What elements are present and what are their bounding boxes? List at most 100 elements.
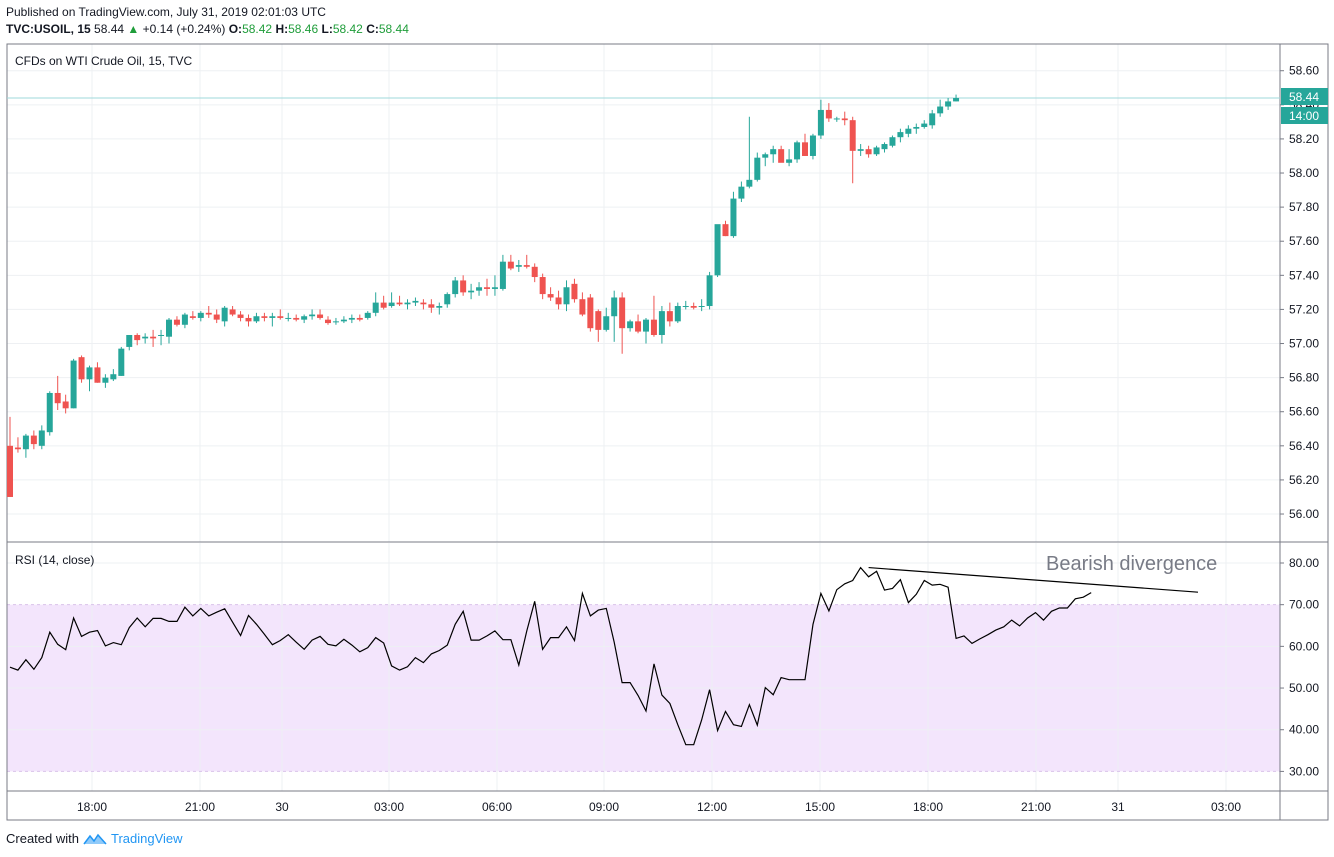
candle-body-100 xyxy=(802,142,808,156)
candle-63 xyxy=(507,254,514,271)
candle-body-118 xyxy=(945,101,952,107)
candle-100 xyxy=(802,133,808,156)
candle-body-15 xyxy=(126,334,133,347)
candle-body-83 xyxy=(666,311,673,322)
rsi-tick-label-0: 30.00 xyxy=(1289,764,1319,778)
candle-body-94 xyxy=(754,157,761,180)
candle-body-44 xyxy=(356,317,363,320)
symbol-name[interactable]: TVC:USOIL, 15 xyxy=(6,22,91,36)
candle-64 xyxy=(515,259,522,272)
candle-84 xyxy=(674,302,681,324)
candle-body-106 xyxy=(849,120,856,151)
rsi-tick-label-3: 60.00 xyxy=(1289,639,1319,653)
candle-82 xyxy=(658,306,665,344)
candle-58 xyxy=(468,283,475,300)
candle-92 xyxy=(738,181,745,203)
candle-body-112 xyxy=(897,132,904,138)
divergence-trendline xyxy=(868,566,1199,593)
candle-body-74 xyxy=(595,311,602,330)
countdown-badge xyxy=(1281,107,1328,124)
price-tick-label-3: 56.60 xyxy=(1289,405,1319,419)
tradingview-brand-link[interactable]: TradingView xyxy=(110,831,183,846)
change-arrow-icon: ▲ xyxy=(127,22,140,36)
candle-body-89 xyxy=(714,224,721,276)
candle-body-77 xyxy=(619,297,626,329)
candle-116 xyxy=(929,109,936,129)
candle-body-104 xyxy=(833,118,840,120)
candle-body-90 xyxy=(722,224,729,237)
candle-body-62 xyxy=(499,261,506,289)
candle-body-88 xyxy=(706,275,713,307)
candle-body-2 xyxy=(22,435,29,450)
candle-body-79 xyxy=(635,321,642,332)
candle-17 xyxy=(142,333,149,344)
open-value: 58.42 xyxy=(242,22,273,36)
candle-body-53 xyxy=(428,304,435,308)
price-tick-label-8: 57.60 xyxy=(1289,234,1319,248)
candle-body-28 xyxy=(229,309,236,315)
price-tick-label-10: 58.00 xyxy=(1289,166,1319,180)
candle-body-51 xyxy=(412,300,419,303)
candle-114 xyxy=(913,123,920,134)
candle-104 xyxy=(833,116,840,122)
candle-body-16 xyxy=(134,334,141,341)
candle-57 xyxy=(460,275,467,296)
candle-11 xyxy=(94,362,101,383)
candle-body-40 xyxy=(325,319,331,324)
candle-body-31 xyxy=(253,316,260,322)
candle-74 xyxy=(595,309,602,342)
candle-53 xyxy=(428,299,435,313)
candle-13 xyxy=(110,369,117,382)
candle-23 xyxy=(189,311,196,320)
candle-body-116 xyxy=(929,113,936,126)
candle-body-68 xyxy=(547,294,554,298)
candle-body-33 xyxy=(269,316,276,318)
candle-body-92 xyxy=(738,186,745,199)
divergence-annotation: Bearish divergence xyxy=(1046,553,1217,575)
candle-body-54 xyxy=(436,306,443,308)
candle-29 xyxy=(237,311,244,322)
candle-body-50 xyxy=(404,302,411,305)
candle-119 xyxy=(953,94,960,102)
candle-5 xyxy=(46,391,53,436)
candle-body-65 xyxy=(523,265,530,267)
candle-14 xyxy=(118,346,125,376)
candle-117 xyxy=(937,99,944,117)
price-change: +0.14 (+0.24%) xyxy=(142,22,226,36)
candle-body-73 xyxy=(587,297,594,329)
candle-body-34 xyxy=(277,316,284,318)
time-tick-label-9: 21:00 xyxy=(1021,800,1051,814)
candle-body-97 xyxy=(778,149,785,163)
candle-18 xyxy=(150,329,157,347)
candle-body-86 xyxy=(690,306,697,308)
candle-67 xyxy=(539,273,546,300)
candle-106 xyxy=(849,116,856,184)
time-tick-label-11: 03:00 xyxy=(1211,800,1241,814)
candle-16 xyxy=(134,333,141,346)
candle-113 xyxy=(905,125,912,138)
candle-43 xyxy=(348,314,355,324)
candle-body-71 xyxy=(571,283,578,300)
candle-55 xyxy=(444,292,451,308)
candle-body-93 xyxy=(746,179,753,187)
candle-body-119 xyxy=(953,98,960,102)
candle-body-80 xyxy=(643,319,649,332)
candle-94 xyxy=(754,152,761,182)
candle-6 xyxy=(54,375,61,411)
candle-body-4 xyxy=(38,430,45,446)
candle-body-8 xyxy=(70,360,77,409)
candle-body-114 xyxy=(913,126,920,129)
candle-31 xyxy=(253,312,260,324)
candle-79 xyxy=(635,314,642,334)
rsi-line xyxy=(9,566,1092,746)
candle-107 xyxy=(857,144,864,156)
candle-80 xyxy=(643,317,649,344)
candle-40 xyxy=(325,316,331,325)
candle-85 xyxy=(682,300,689,310)
candle-body-23 xyxy=(189,316,196,318)
candle-body-12 xyxy=(102,377,109,383)
candle-109 xyxy=(873,145,880,156)
candle-32 xyxy=(261,312,268,322)
candle-body-1 xyxy=(14,447,21,450)
